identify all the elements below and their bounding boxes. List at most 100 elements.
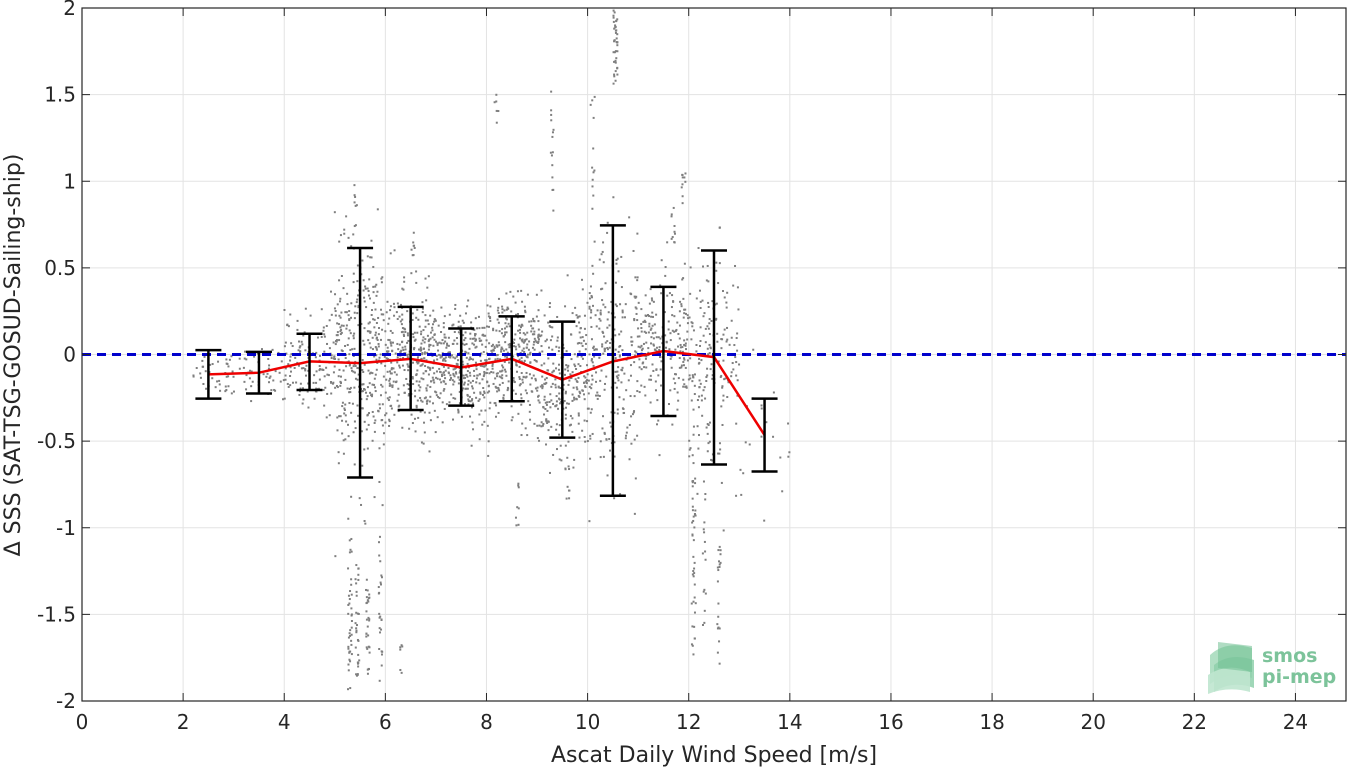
scatter-point	[378, 612, 381, 615]
scatter-point	[401, 341, 404, 344]
scatter-point	[363, 387, 366, 390]
scatter-point	[339, 316, 342, 319]
scatter-point	[444, 340, 447, 343]
scatter-point	[543, 413, 546, 416]
scatter-point	[382, 319, 385, 322]
scatter-point	[496, 318, 499, 321]
scatter-point	[533, 337, 536, 340]
scatter-point	[420, 342, 423, 345]
scatter-point	[368, 412, 371, 415]
scatter-point	[760, 407, 763, 410]
scatter-point	[363, 296, 366, 299]
scatter-point	[564, 390, 567, 393]
scatter-point	[199, 376, 202, 379]
scatter-point	[595, 371, 598, 374]
scatter-point	[411, 312, 414, 315]
scatter-point	[345, 215, 348, 218]
scatter-point	[356, 280, 359, 283]
scatter-point	[433, 372, 436, 375]
scatter-point	[637, 345, 640, 348]
scatter-point	[527, 348, 530, 351]
scatter-point	[555, 428, 558, 431]
scatter-point	[489, 401, 492, 404]
scatter-point	[538, 424, 541, 427]
scatter-point	[695, 343, 698, 346]
scatter-point	[412, 383, 415, 386]
scatter-point	[418, 389, 421, 392]
scatter-point	[405, 377, 408, 380]
scatter-point	[346, 423, 349, 426]
scatter-point	[488, 357, 491, 360]
scatter-point	[439, 356, 442, 359]
scatter-point	[398, 404, 401, 407]
scatter-point	[282, 398, 285, 401]
scatter-point	[361, 390, 364, 393]
scatter-point	[352, 272, 355, 275]
scatter-point	[394, 352, 397, 355]
scatter-point	[454, 371, 457, 374]
scatter-point	[595, 380, 598, 383]
x-tick-label: 12	[676, 710, 701, 734]
scatter-point	[603, 348, 606, 351]
scatter-point	[574, 365, 577, 368]
scatter-point	[588, 305, 591, 308]
scatter-point	[432, 309, 435, 312]
scatter-point	[636, 434, 639, 437]
scatter-point	[484, 334, 487, 337]
scatter-point	[735, 337, 738, 340]
scatter-point	[707, 353, 710, 356]
scatter-point	[701, 299, 704, 302]
scatter-point	[403, 276, 406, 279]
scatter-point	[495, 109, 498, 112]
scatter-point	[599, 440, 602, 443]
scatter-point	[478, 398, 481, 401]
scatter-point	[691, 534, 694, 537]
scatter-point	[357, 567, 360, 570]
scatter-point	[347, 567, 350, 570]
scatter-point	[446, 342, 449, 345]
scatter-point	[521, 300, 524, 303]
scatter-point	[225, 358, 228, 361]
scatter-point	[423, 357, 426, 360]
scatter-point	[567, 489, 570, 492]
scatter-point	[571, 312, 574, 315]
scatter-point	[380, 281, 383, 284]
scatter-point	[452, 397, 455, 400]
scatter-point	[425, 299, 428, 302]
scatter-point	[643, 330, 646, 333]
scatter-point	[478, 340, 481, 343]
scatter-point	[558, 458, 561, 461]
scatter-point	[385, 311, 388, 314]
scatter-point	[492, 327, 495, 330]
scatter-point	[615, 262, 618, 265]
scatter-point	[390, 344, 393, 347]
scatter-point	[704, 558, 707, 561]
scatter-point	[613, 455, 616, 458]
scatter-point	[697, 406, 700, 409]
scatter-point	[614, 50, 617, 53]
scatter-point	[522, 347, 525, 350]
scatter-point	[416, 331, 419, 334]
scatter-point	[344, 357, 347, 360]
scatter-point	[567, 402, 570, 405]
scatter-point	[458, 328, 461, 331]
scatter-point	[556, 339, 559, 342]
scatter-point	[365, 610, 368, 613]
scatter-point	[440, 342, 443, 345]
scatter-point	[614, 370, 617, 373]
scatter-point	[591, 432, 594, 435]
scatter-point	[389, 372, 392, 375]
scatter-point	[709, 368, 712, 371]
scatter-point	[334, 293, 337, 296]
scatter-point	[498, 344, 501, 347]
scatter-point	[691, 322, 694, 325]
scatter-point	[338, 415, 341, 418]
scatter-point	[705, 426, 708, 429]
scatter-point	[570, 376, 573, 379]
scatter-point	[442, 371, 445, 374]
scatter-point	[537, 336, 540, 339]
scatter-point	[516, 506, 519, 509]
x-tick-label: 16	[878, 710, 903, 734]
scatter-point	[571, 393, 574, 396]
scatter-point	[385, 378, 388, 381]
